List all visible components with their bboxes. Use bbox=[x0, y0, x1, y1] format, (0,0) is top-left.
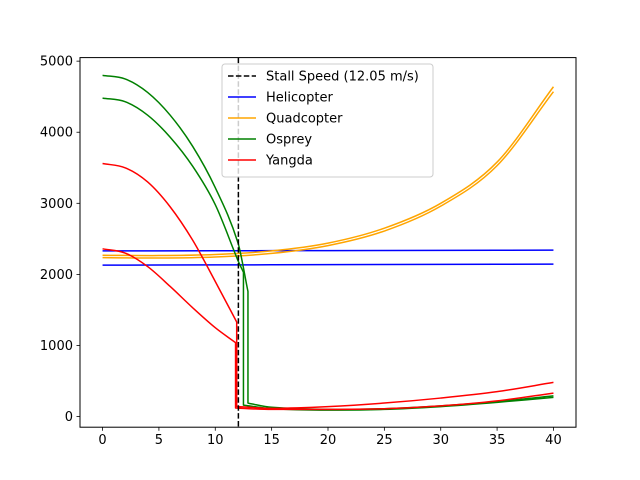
series-line-helicopter-1 bbox=[102, 263, 554, 266]
x-tick-label: 5 bbox=[155, 433, 163, 448]
legend-label: Quadcopter bbox=[266, 112, 343, 127]
y-tick-label: 3000 bbox=[40, 197, 73, 212]
series-line-quadcopter-2 bbox=[102, 86, 555, 257]
legend-label: Helicopter bbox=[266, 91, 333, 106]
legend-label: Stall Speed (12.05 m/s) bbox=[266, 70, 419, 85]
y-tick-label: 5000 bbox=[40, 55, 73, 70]
x-tick-label: 15 bbox=[263, 433, 280, 448]
x-tick-label: 25 bbox=[376, 433, 393, 448]
y-tick-label: 4000 bbox=[40, 126, 73, 141]
y-tick-label: 1000 bbox=[40, 339, 73, 354]
legend: Stall Speed (12.05 m/s) Helicopter Quadcop… bbox=[221, 63, 434, 178]
x-axis: 0 5 10 15 20 25 30 35 40 bbox=[98, 427, 562, 448]
legend-label: Osprey bbox=[266, 133, 312, 148]
x-tick-label: 20 bbox=[320, 433, 337, 448]
series-line-quadcopter-3 bbox=[102, 91, 555, 259]
y-axis: 0 1000 2000 3000 4000 5000 bbox=[40, 55, 80, 425]
x-tick-label: 30 bbox=[432, 433, 449, 448]
y-tick-label: 2000 bbox=[40, 268, 73, 283]
series-line-yangda-6 bbox=[102, 162, 554, 410]
x-tick-label: 10 bbox=[207, 433, 224, 448]
series-line-helicopter-0 bbox=[102, 249, 554, 252]
plot-lines bbox=[102, 57, 555, 428]
x-tick-label: 35 bbox=[489, 433, 506, 448]
x-tick-label: 0 bbox=[98, 433, 106, 448]
legend-box bbox=[221, 63, 434, 178]
y-tick-label: 0 bbox=[65, 410, 73, 425]
x-tick-label: 40 bbox=[545, 433, 562, 448]
legend-label: Yangda bbox=[265, 154, 313, 169]
series-line-yangda-7 bbox=[102, 248, 554, 411]
